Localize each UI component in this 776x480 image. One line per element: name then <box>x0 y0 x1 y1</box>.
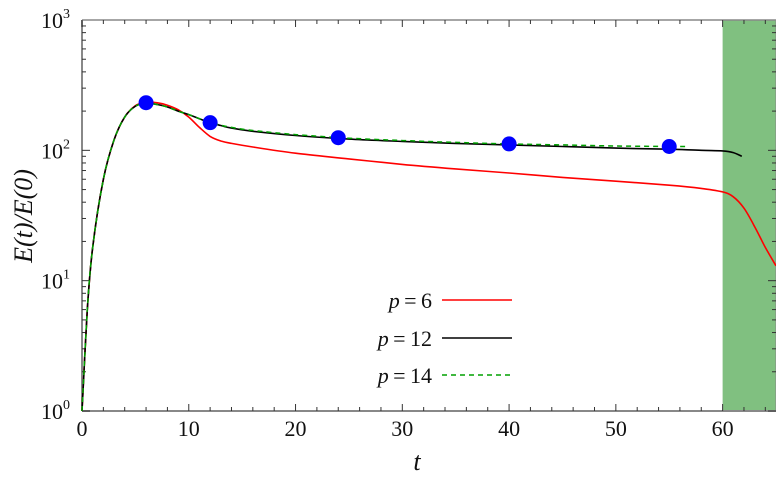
x-tick-label: 40 <box>498 416 520 441</box>
y-axis-label: E(t)/E(0) <box>9 169 38 264</box>
plot-frame <box>81 19 776 412</box>
series-line-p14 <box>81 102 686 412</box>
y-tick-label: 103 <box>41 7 70 33</box>
x-tick-label: 0 <box>77 416 88 441</box>
x-tick-label: 10 <box>178 416 200 441</box>
data-marker <box>138 95 154 111</box>
legend-label-p12: p = 12 <box>376 326 432 351</box>
markers <box>138 95 677 155</box>
data-marker <box>661 139 677 155</box>
data-marker <box>501 136 517 152</box>
x-tick-label: 30 <box>391 416 413 441</box>
x-axis: 0 10 20 30 40 50 60 <box>77 20 766 441</box>
y-tick-label: 100 <box>41 398 70 424</box>
y-axis: 100 101 102 103 <box>41 7 776 424</box>
legend: p = 6 p = 12 p = 14 <box>376 288 512 388</box>
legend-label-p14: p = 14 <box>376 363 432 388</box>
x-tick-label: 20 <box>285 416 307 441</box>
data-marker <box>202 115 218 131</box>
x-tick-label: 50 <box>605 416 627 441</box>
x-axis-label: t <box>413 447 421 476</box>
data-marker <box>330 130 346 146</box>
series-lines <box>81 101 776 412</box>
legend-label-p6: p = 6 <box>387 288 432 313</box>
y-tick-label: 101 <box>41 268 70 294</box>
x-tick-label: 60 <box>712 416 734 441</box>
y-tick-label: 102 <box>41 137 70 163</box>
